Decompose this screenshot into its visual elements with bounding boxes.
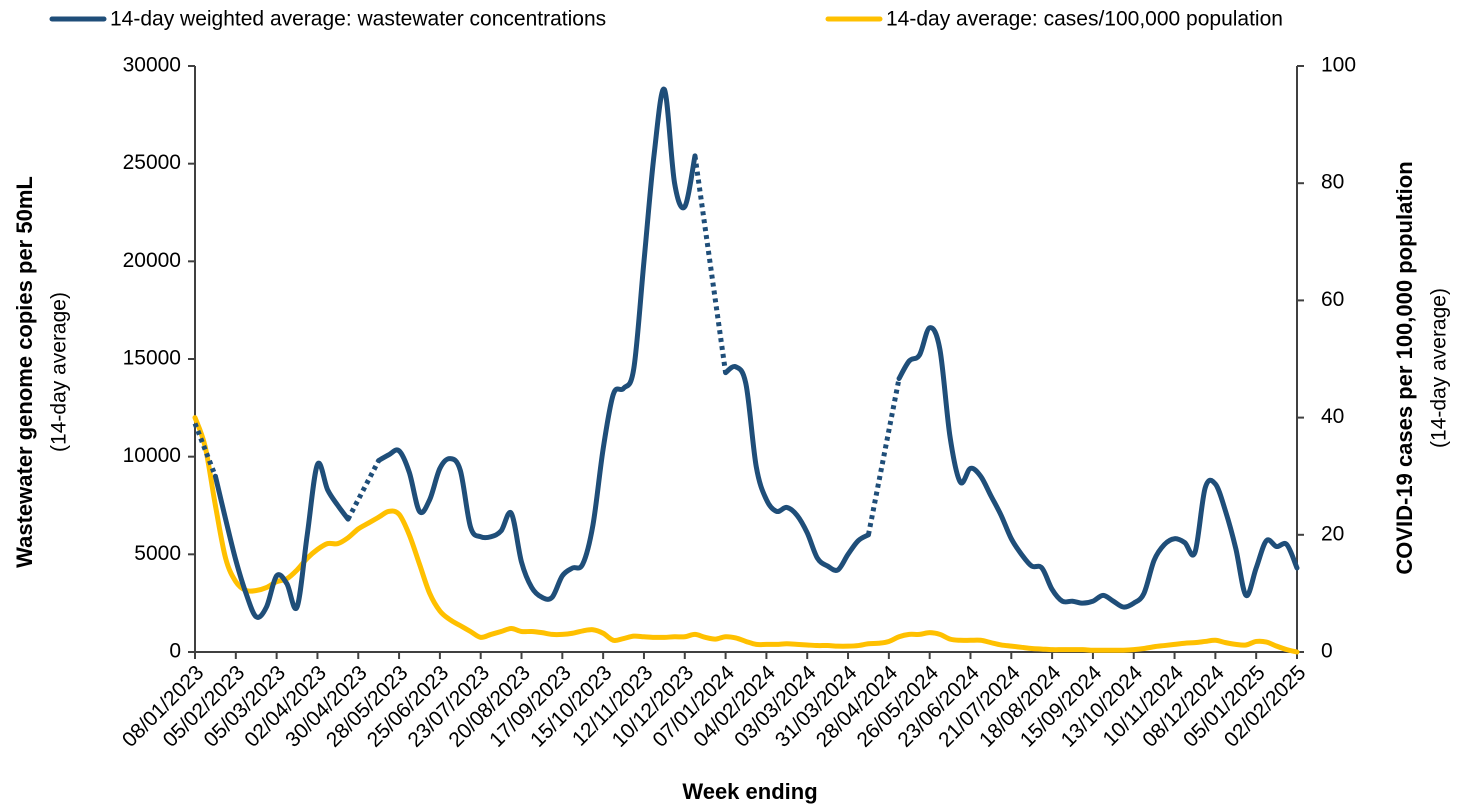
interpolated-segment (865, 378, 902, 536)
data-line (212, 86, 1300, 620)
y-tick-label: 15000 (123, 347, 181, 370)
y2-axis-subtitle: (14-day average) (1428, 288, 1451, 448)
y2-tick-label: 80 (1321, 171, 1344, 194)
interpolated-segment (345, 459, 381, 521)
x-axis-title: Week ending (682, 779, 817, 804)
y-axis-title: Wastewater genome copies per 50mL (12, 176, 37, 568)
y-tick-label: 10000 (123, 444, 181, 467)
y-tick-label: 25000 (123, 151, 181, 174)
y2-tick-label: 100 (1321, 54, 1356, 77)
interpolated-segment (692, 155, 729, 374)
y-tick-label: 5000 (134, 542, 181, 565)
data-line (192, 415, 1300, 655)
interpolated-segment (192, 422, 218, 478)
y2-tick-label: 0 (1321, 640, 1333, 663)
y-tick-label: 20000 (123, 249, 181, 272)
legend-label: 14-day weighted average: wastewater conc… (110, 8, 606, 31)
y2-tick-label: 20 (1321, 522, 1344, 545)
y2-tick-label: 40 (1321, 405, 1344, 428)
y-tick-label: 0 (169, 640, 181, 663)
y-tick-label: 30000 (123, 54, 181, 77)
legend-label: 14-day average: cases/100,000 population (886, 8, 1283, 31)
y-axis-subtitle: (14-day average) (48, 292, 71, 452)
y2-axis-title: COVID-19 cases per 100,000 population (1392, 161, 1417, 574)
y2-tick-label: 60 (1321, 288, 1344, 311)
